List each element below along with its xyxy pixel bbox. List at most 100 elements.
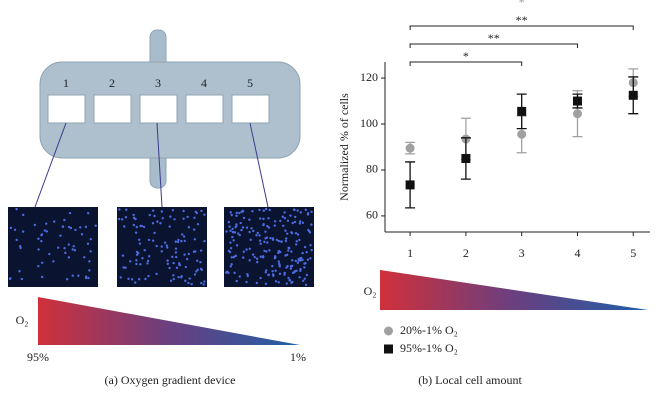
- cell: [294, 215, 297, 219]
- cell: [169, 215, 172, 218]
- x-tick-label: 1: [407, 246, 413, 260]
- cell: [137, 251, 140, 255]
- cell: [177, 276, 180, 279]
- cell: [190, 282, 193, 286]
- cell: [296, 233, 300, 236]
- cell: [184, 265, 188, 269]
- cell: [263, 240, 266, 244]
- cell: [267, 226, 271, 229]
- y-tick-label: 80: [366, 162, 378, 176]
- cell: [249, 238, 252, 242]
- cell: [240, 210, 243, 214]
- cell: [173, 218, 176, 221]
- cell: [168, 266, 171, 270]
- cell: [130, 278, 134, 281]
- cell: [151, 222, 155, 225]
- cell: [163, 241, 167, 244]
- cell: [262, 223, 265, 227]
- cell: [229, 265, 232, 268]
- cell: [48, 252, 51, 256]
- cell: [279, 219, 282, 223]
- gradient-label: O₂: [16, 313, 29, 327]
- cell: [277, 239, 281, 243]
- cell: [280, 240, 283, 243]
- cell: [246, 272, 249, 276]
- cell: [238, 233, 241, 237]
- cell: [175, 266, 179, 270]
- x-tick-label: 2: [463, 246, 469, 260]
- cell: [176, 240, 180, 244]
- cell: [287, 246, 291, 250]
- marker: [572, 96, 582, 106]
- cell: [161, 217, 164, 220]
- cell: [57, 246, 60, 249]
- cell: [227, 249, 231, 253]
- cell: [192, 250, 196, 254]
- cell: [120, 218, 124, 221]
- cell: [79, 226, 82, 229]
- cell: [229, 229, 232, 232]
- cell: [235, 279, 238, 283]
- cell: [148, 213, 151, 217]
- cell: [40, 240, 43, 243]
- cell: [264, 207, 268, 211]
- cell: [299, 269, 302, 273]
- cell: [303, 266, 306, 269]
- cell: [172, 277, 175, 281]
- cell: [80, 233, 84, 236]
- marker: [517, 129, 527, 139]
- connector: [156, 122, 163, 208]
- cell: [273, 256, 277, 259]
- cell: [293, 220, 297, 224]
- cell: [256, 260, 259, 264]
- cell: [142, 225, 146, 229]
- cell: [268, 249, 271, 252]
- cell: [251, 253, 255, 256]
- cell: [71, 274, 74, 277]
- cell: [229, 241, 232, 244]
- cell: [132, 216, 136, 220]
- cell: [45, 222, 48, 225]
- cell: [304, 283, 308, 287]
- cell: [230, 256, 233, 259]
- cell: [40, 261, 44, 265]
- cell: [9, 277, 12, 280]
- cell: [134, 231, 138, 234]
- cell: [271, 270, 274, 273]
- cell: [182, 217, 185, 220]
- cell: [203, 239, 206, 243]
- cell: [169, 279, 173, 283]
- cell: [283, 211, 286, 214]
- cell: [177, 238, 180, 242]
- cell: [156, 220, 159, 223]
- y-axis-label: Normalized % of cells: [337, 93, 351, 201]
- cell: [88, 269, 91, 272]
- cell: [166, 262, 169, 266]
- cell: [239, 221, 242, 225]
- cell: [135, 253, 139, 256]
- cell: [21, 230, 25, 233]
- cell: [284, 239, 288, 243]
- cell: [296, 261, 300, 264]
- cell: [268, 208, 271, 212]
- cell: [242, 216, 246, 220]
- cell: [291, 271, 295, 275]
- cell: [121, 254, 125, 257]
- cell: [84, 225, 88, 229]
- cell: [286, 264, 289, 268]
- cell: [137, 238, 141, 241]
- cell: [233, 271, 236, 275]
- cell: [71, 248, 74, 251]
- cell: [310, 223, 313, 226]
- cell: [259, 242, 262, 245]
- cell: [74, 228, 77, 232]
- cell: [310, 210, 313, 214]
- cell: [135, 259, 138, 262]
- cell: [303, 245, 307, 249]
- cell: [160, 250, 163, 253]
- cell: [68, 211, 72, 215]
- cell: [171, 255, 174, 259]
- cell: [89, 237, 93, 241]
- cell: [59, 234, 62, 237]
- cell: [65, 278, 69, 281]
